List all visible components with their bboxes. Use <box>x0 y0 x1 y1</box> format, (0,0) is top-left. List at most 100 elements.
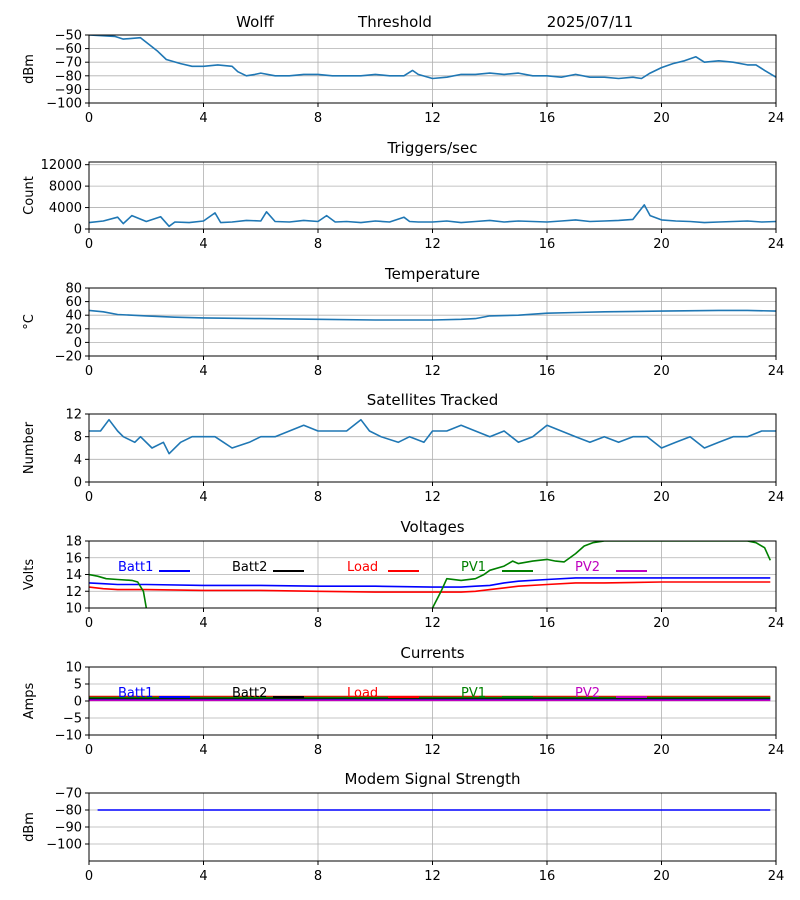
y-tick-label: −60 <box>55 42 82 57</box>
series-line <box>89 309 776 321</box>
y-tick-label: 12000 <box>41 158 82 173</box>
y-tick-label: 12 <box>65 408 82 423</box>
legend-label-batt1: Batt1 <box>118 560 153 575</box>
x-tick-label: 20 <box>653 364 670 379</box>
y-tick-label: −70 <box>55 787 82 802</box>
x-tick-label: 8 <box>314 869 322 884</box>
y-tick-label: −90 <box>55 83 82 98</box>
y-axis-label: Number <box>22 421 37 474</box>
y-tick-label: 40 <box>65 309 82 324</box>
chart-title: Currents <box>400 644 464 662</box>
legend-label-pv2: PV2 <box>575 560 600 575</box>
x-tick-label: 24 <box>768 364 785 379</box>
header-date: 2025/07/11 <box>547 13 633 31</box>
x-tick-label: 12 <box>424 743 441 758</box>
series-line <box>89 204 776 228</box>
legend-label-batt1: Batt1 <box>118 686 153 701</box>
x-tick-label: 8 <box>314 490 322 505</box>
y-tick-label: 80 <box>65 282 82 297</box>
y-axis-label: Volts <box>22 559 37 591</box>
x-tick-label: 20 <box>653 869 670 884</box>
x-tick-label: 24 <box>768 743 785 758</box>
header-label: Threshold <box>357 13 432 31</box>
x-tick-label: 20 <box>653 111 670 126</box>
x-tick-label: 8 <box>314 111 322 126</box>
x-tick-label: 12 <box>424 237 441 252</box>
x-tick-label: 12 <box>424 364 441 379</box>
x-tick-label: 16 <box>539 111 556 126</box>
x-tick-label: 16 <box>539 869 556 884</box>
x-tick-label: 0 <box>85 237 93 252</box>
y-tick-label: 0 <box>74 223 82 238</box>
x-tick-label: 4 <box>199 869 207 884</box>
x-tick-label: 0 <box>85 364 93 379</box>
x-tick-label: 20 <box>653 237 670 252</box>
chart-title: Satellites Tracked <box>367 391 498 409</box>
y-axis-label: dBm <box>22 54 37 84</box>
y-tick-label: −100 <box>46 838 82 853</box>
x-tick-label: 16 <box>539 364 556 379</box>
legend-label-load: Load <box>347 560 378 575</box>
y-tick-label: 0 <box>74 476 82 491</box>
panel-satellites: 0 4 8 12 16 20 24 0 4 8 12 Satellites Tracked Number <box>22 391 784 505</box>
y-axis-label: °C <box>22 314 37 330</box>
chart-title: Triggers/sec <box>387 139 478 157</box>
y-tick-label: 60 <box>65 295 82 310</box>
x-tick-label: 0 <box>85 869 93 884</box>
panel-threshold: 0 4 8 12 16 20 24 −50−60−70−80−90−100 dBm <box>22 29 784 127</box>
legend-label-batt2: Batt2 <box>232 560 267 575</box>
header-station: Wolff <box>236 13 274 31</box>
x-tick-label: 4 <box>199 616 207 631</box>
series-line-batt1 <box>89 577 771 588</box>
y-tick-label: −90 <box>55 821 82 836</box>
y-tick-label: 14 <box>65 568 82 583</box>
x-tick-label: 4 <box>199 364 207 379</box>
x-tick-label: 8 <box>314 364 322 379</box>
y-tick-label: 20 <box>65 322 82 337</box>
series-line-pv1 <box>89 541 772 608</box>
x-tick-label: 4 <box>199 111 207 126</box>
panel-triggers: 0 4 8 12 16 20 24 0 4000 8000 12000 Triggers/sec Cou… <box>22 139 784 252</box>
x-tick-label: 4 <box>199 490 207 505</box>
x-tick-label: 4 <box>199 743 207 758</box>
series-line-load <box>89 581 771 593</box>
legend-label-batt2: Batt2 <box>232 686 267 701</box>
x-tick-label: 16 <box>539 743 556 758</box>
x-tick-label: 12 <box>424 869 441 884</box>
y-tick-label: 10 <box>65 602 82 617</box>
y-tick-label: 4000 <box>49 201 82 216</box>
y-tick-label: −100 <box>46 97 82 112</box>
y-tick-label: −80 <box>55 804 82 819</box>
x-tick-label: 24 <box>768 490 785 505</box>
y-tick-label: 0 <box>74 695 82 710</box>
y-tick-label: 8000 <box>49 180 82 195</box>
x-tick-label: 4 <box>199 237 207 252</box>
chart-title: Voltages <box>400 518 464 536</box>
y-tick-label: −20 <box>55 350 82 365</box>
legend-label-pv1: PV1 <box>461 560 486 575</box>
y-axis-label: dBm <box>22 812 37 842</box>
chart-title: Modem Signal Strength <box>345 770 521 788</box>
x-tick-label: 8 <box>314 237 322 252</box>
y-tick-label: −10 <box>55 729 82 744</box>
x-tick-label: 16 <box>539 490 556 505</box>
y-axis-label: Amps <box>22 682 37 719</box>
y-tick-label: −80 <box>55 69 82 84</box>
x-tick-label: 8 <box>314 616 322 631</box>
panel-modem: 0 4 8 12 16 20 24 −70 −80 −90 −100 Modem Signal Str… <box>22 770 784 884</box>
chart-title: Temperature <box>384 265 480 283</box>
y-tick-label: 5 <box>74 678 82 693</box>
y-tick-label: 18 <box>65 535 82 550</box>
x-tick-label: 24 <box>768 237 785 252</box>
x-tick-label: 12 <box>424 616 441 631</box>
y-tick-label: 8 <box>74 430 82 445</box>
x-tick-label: 24 <box>768 869 785 884</box>
y-tick-label: 16 <box>65 551 82 566</box>
x-tick-label: 0 <box>85 616 93 631</box>
x-tick-label: 24 <box>768 616 785 631</box>
y-tick-label: −50 <box>55 29 82 44</box>
y-tick-label: −70 <box>55 56 82 71</box>
